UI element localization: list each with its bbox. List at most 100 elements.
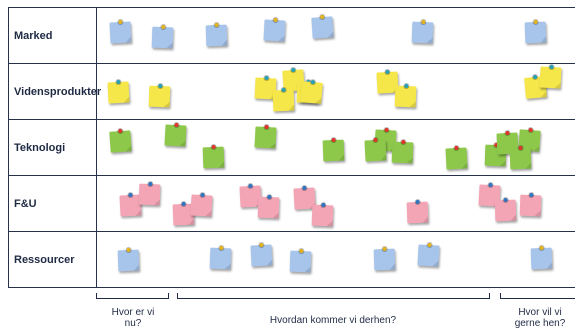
sticky-note	[107, 79, 130, 104]
sticky-note	[202, 144, 225, 169]
pin-icon	[264, 75, 269, 81]
pin-icon	[118, 19, 123, 25]
sticky-note	[406, 199, 429, 224]
sticky-note	[300, 79, 323, 104]
sticky-note	[417, 242, 440, 267]
board-left-border	[8, 7, 9, 288]
row-label-fu: F&U	[14, 198, 37, 210]
pin-icon	[505, 130, 510, 136]
pin-icon	[503, 197, 508, 203]
pin-icon	[427, 242, 432, 248]
sticky-note	[148, 83, 171, 108]
phase-brace-goal	[500, 293, 575, 299]
pin-icon	[331, 137, 336, 143]
pin-icon	[259, 242, 264, 248]
row-label-marked: Marked	[14, 30, 53, 42]
sticky-note	[151, 24, 174, 49]
pin-icon	[126, 247, 131, 253]
pin-icon	[321, 202, 326, 208]
pin-icon	[248, 183, 253, 189]
row-divider	[8, 175, 575, 176]
pin-icon	[273, 17, 278, 23]
pin-icon	[267, 194, 272, 200]
sticky-note	[322, 137, 345, 162]
phase-brace-now	[96, 293, 169, 299]
sticky-note	[391, 139, 414, 164]
pin-icon	[320, 14, 325, 20]
pin-icon	[385, 69, 390, 75]
sticky-note	[190, 192, 213, 217]
pin-icon	[382, 246, 387, 252]
pin-icon	[529, 192, 534, 198]
pin-icon	[219, 245, 224, 251]
sticky-note	[272, 87, 295, 112]
row-label-ressourcer: Ressourcer	[14, 254, 75, 266]
sticky-note	[539, 64, 562, 89]
pin-icon	[116, 79, 121, 85]
pin-icon	[533, 19, 538, 25]
phase-label-goal: Hvor vil vi gerne hen?	[514, 307, 566, 329]
phase-label-path: Hvordan kommer vi derhen?	[269, 315, 397, 326]
board-bottom-border	[8, 287, 575, 288]
pin-icon	[118, 128, 123, 134]
pin-icon	[291, 67, 296, 73]
sticky-note	[109, 19, 132, 44]
pin-icon	[539, 245, 544, 251]
sticky-note	[311, 202, 334, 227]
sticky-note	[254, 124, 277, 149]
row-divider	[8, 63, 575, 64]
pin-icon	[488, 182, 493, 188]
pin-icon	[181, 201, 186, 207]
pin-icon	[174, 122, 179, 128]
pin-icon	[404, 83, 409, 89]
pin-icon	[401, 139, 406, 145]
sticky-note	[494, 197, 517, 222]
pin-icon	[454, 145, 459, 151]
pin-icon	[211, 144, 216, 150]
row-label-teknologi: Teknologi	[14, 142, 66, 154]
sticky-note	[364, 137, 387, 162]
pin-icon	[421, 19, 426, 25]
sticky-note	[524, 19, 547, 44]
sticky-note	[519, 192, 542, 217]
pin-icon	[310, 79, 316, 85]
sticky-note	[373, 246, 396, 271]
label-column-divider	[96, 7, 97, 288]
pin-icon	[158, 83, 163, 89]
pin-icon	[200, 192, 205, 198]
sticky-note	[411, 19, 434, 44]
pin-icon	[214, 22, 219, 28]
sticky-note	[117, 247, 140, 272]
pin-icon	[299, 248, 304, 254]
pin-icon	[384, 127, 389, 133]
sticky-note	[394, 83, 417, 108]
pin-icon	[281, 87, 286, 93]
sticky-note	[311, 14, 334, 39]
pin-icon	[528, 127, 533, 133]
sticky-note	[289, 248, 312, 273]
pin-icon	[532, 74, 538, 80]
board-top-border	[8, 7, 575, 8]
sticky-note	[263, 17, 286, 42]
sticky-note	[109, 128, 132, 153]
sticky-note	[138, 181, 161, 206]
pin-icon	[415, 199, 420, 205]
pin-icon	[128, 192, 133, 198]
sticky-note	[509, 145, 532, 170]
sticky-note	[445, 145, 468, 170]
pin-icon	[148, 181, 153, 187]
sticky-note	[530, 245, 553, 270]
phase-brace-path	[177, 293, 490, 299]
pin-icon	[264, 124, 269, 130]
phase-label-now: Hvor er vi nu?	[111, 307, 155, 329]
sticky-note	[164, 122, 187, 147]
pin-icon	[161, 24, 166, 30]
row-divider	[8, 119, 575, 120]
pin-icon	[518, 145, 523, 151]
pin-icon	[302, 185, 307, 191]
sticky-note	[250, 242, 273, 267]
sticky-note	[257, 194, 280, 219]
row-divider	[8, 231, 575, 232]
pin-icon	[373, 137, 378, 143]
